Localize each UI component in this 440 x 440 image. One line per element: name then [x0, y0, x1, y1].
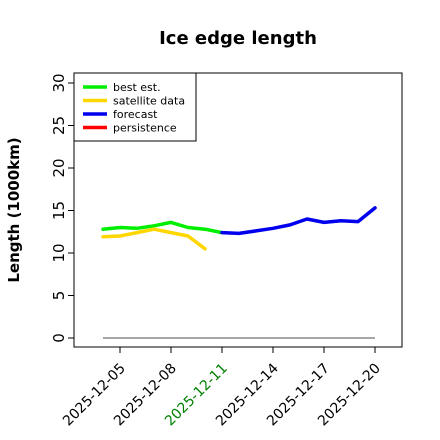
y-tick-label: 0	[50, 333, 68, 343]
legend-label: satellite data	[113, 95, 185, 108]
legend-label: best est.	[113, 81, 161, 94]
y-axis-label: Length (1000km)	[5, 137, 23, 282]
legend-box	[73, 72, 197, 142]
legend-label: forecast	[113, 108, 158, 121]
legend: best est.satellite dataforecastpersisten…	[73, 72, 197, 142]
legend-label: persistence	[113, 122, 177, 135]
chart-title: Ice edge length	[159, 28, 317, 49]
series-lines	[101, 206, 377, 251]
y-tick-label: 30	[50, 73, 68, 92]
series-line-satellite-data	[101, 227, 207, 251]
y-tick-label: 15	[50, 201, 68, 220]
y-tick-label: 20	[50, 158, 68, 177]
series-line-forecast	[220, 206, 377, 236]
series-line-best-est-	[101, 220, 224, 235]
y-tick-label: 25	[50, 116, 68, 135]
y-tick-label: 10	[50, 243, 68, 262]
y-tick-label: 5	[50, 291, 68, 301]
y-axis: 0 5 10 15 20 25 30	[50, 73, 74, 343]
x-axis: 2025-12-052025-12-082025-12-112025-12-14…	[60, 347, 384, 429]
